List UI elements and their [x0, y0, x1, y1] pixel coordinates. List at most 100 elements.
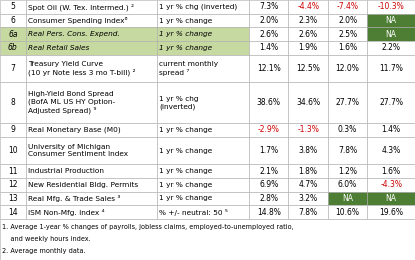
- Bar: [367, 27, 415, 41]
- Text: Treasury Yield Curve
(10 yr Note less 3 mo T-bill) ²: Treasury Yield Curve (10 yr Note less 3 …: [28, 61, 136, 76]
- Text: 1.9%: 1.9%: [298, 43, 318, 53]
- Bar: [328, 27, 367, 41]
- Text: NA: NA: [386, 30, 397, 39]
- Bar: [249, 41, 288, 55]
- Text: 10.6%: 10.6%: [336, 207, 359, 217]
- Bar: [0, 164, 26, 178]
- Text: 1 yr % chg (inverted): 1 yr % chg (inverted): [159, 4, 238, 10]
- Text: 7.3%: 7.3%: [259, 2, 278, 11]
- Text: -2.9%: -2.9%: [258, 126, 280, 134]
- Bar: [249, 27, 288, 41]
- Bar: [288, 178, 328, 192]
- Text: Real Retail Sales: Real Retail Sales: [28, 45, 90, 51]
- Text: 1.2%: 1.2%: [338, 167, 357, 176]
- Bar: [288, 205, 328, 219]
- Text: 5: 5: [10, 2, 15, 11]
- Text: 1 yr % chg
(inverted): 1 yr % chg (inverted): [159, 96, 199, 109]
- Text: 1 yr % change: 1 yr % change: [159, 147, 212, 153]
- Text: 1.7%: 1.7%: [259, 146, 278, 155]
- Bar: [367, 205, 415, 219]
- Bar: [26, 137, 157, 164]
- Bar: [249, 123, 288, 137]
- Bar: [288, 27, 328, 41]
- Text: 3.2%: 3.2%: [298, 194, 318, 203]
- Text: 38.6%: 38.6%: [257, 98, 281, 107]
- Text: -1.3%: -1.3%: [297, 126, 319, 134]
- Text: University of Michigan
Consumer Sentiment Index: University of Michigan Consumer Sentimen…: [28, 144, 128, 157]
- Text: Real Mfg. & Trade Sales ³: Real Mfg. & Trade Sales ³: [28, 195, 121, 202]
- Text: 2.2%: 2.2%: [382, 43, 400, 53]
- Text: 10: 10: [8, 146, 18, 155]
- Text: 11.7%: 11.7%: [379, 64, 403, 73]
- Bar: [157, 55, 249, 82]
- Bar: [0, 27, 26, 41]
- Bar: [0, 178, 26, 192]
- Text: 1 yr % change: 1 yr % change: [159, 31, 212, 37]
- Bar: [328, 41, 367, 55]
- Text: 4.7%: 4.7%: [298, 180, 318, 189]
- Text: 19.6%: 19.6%: [379, 207, 403, 217]
- Text: 1.6%: 1.6%: [381, 167, 401, 176]
- Text: 12.0%: 12.0%: [336, 64, 359, 73]
- Text: 1.4%: 1.4%: [259, 43, 278, 53]
- Text: 2.0%: 2.0%: [259, 16, 278, 25]
- Bar: [26, 14, 157, 27]
- Text: 6.0%: 6.0%: [338, 180, 357, 189]
- Bar: [367, 123, 415, 137]
- Text: 1 yr % change: 1 yr % change: [159, 45, 212, 51]
- Bar: [288, 82, 328, 123]
- Bar: [288, 123, 328, 137]
- Text: 6: 6: [10, 16, 15, 25]
- Text: 4.3%: 4.3%: [381, 146, 401, 155]
- Text: 1 yr % change: 1 yr % change: [159, 168, 212, 174]
- Bar: [367, 0, 415, 14]
- Bar: [288, 55, 328, 82]
- Text: NA: NA: [342, 194, 353, 203]
- Text: 6a: 6a: [8, 30, 17, 39]
- Bar: [0, 205, 26, 219]
- Bar: [26, 0, 157, 14]
- Bar: [157, 41, 249, 55]
- Text: % +/- neutral: 50 ⁵: % +/- neutral: 50 ⁵: [159, 209, 228, 216]
- Bar: [367, 192, 415, 205]
- Bar: [288, 192, 328, 205]
- Bar: [26, 123, 157, 137]
- Text: 2.3%: 2.3%: [298, 16, 318, 25]
- Text: 12.1%: 12.1%: [257, 64, 281, 73]
- Bar: [288, 41, 328, 55]
- Bar: [26, 205, 157, 219]
- Bar: [367, 178, 415, 192]
- Text: 1 yr % change: 1 yr % change: [159, 17, 212, 23]
- Bar: [0, 82, 26, 123]
- Text: 13: 13: [8, 194, 18, 203]
- Bar: [249, 192, 288, 205]
- Text: Industrial Production: Industrial Production: [28, 168, 104, 174]
- Text: NA: NA: [386, 16, 397, 25]
- Bar: [367, 14, 415, 27]
- Bar: [157, 178, 249, 192]
- Bar: [249, 205, 288, 219]
- Text: ISM Non-Mfg. Index ⁴: ISM Non-Mfg. Index ⁴: [28, 209, 105, 216]
- Text: 7.8%: 7.8%: [338, 146, 357, 155]
- Bar: [249, 82, 288, 123]
- Text: 2.8%: 2.8%: [259, 194, 278, 203]
- Bar: [288, 164, 328, 178]
- Text: 1. Average 1-year % changes of payrolls, jobless claims, employed-to-unemployed : 1. Average 1-year % changes of payrolls,…: [2, 224, 294, 230]
- Text: 1.6%: 1.6%: [338, 43, 357, 53]
- Bar: [157, 82, 249, 123]
- Text: 7.8%: 7.8%: [298, 207, 318, 217]
- Bar: [328, 55, 367, 82]
- Bar: [157, 14, 249, 27]
- Text: 3.8%: 3.8%: [298, 146, 318, 155]
- Text: New Residential Bldg. Permits: New Residential Bldg. Permits: [28, 182, 138, 188]
- Text: Spot Oil (W. Tex. Intermed.) ²: Spot Oil (W. Tex. Intermed.) ²: [28, 3, 134, 11]
- Bar: [288, 0, 328, 14]
- Bar: [157, 192, 249, 205]
- Bar: [0, 137, 26, 164]
- Bar: [0, 192, 26, 205]
- Bar: [26, 27, 157, 41]
- Text: 11: 11: [8, 167, 17, 176]
- Bar: [0, 14, 26, 27]
- Bar: [328, 137, 367, 164]
- Bar: [157, 0, 249, 14]
